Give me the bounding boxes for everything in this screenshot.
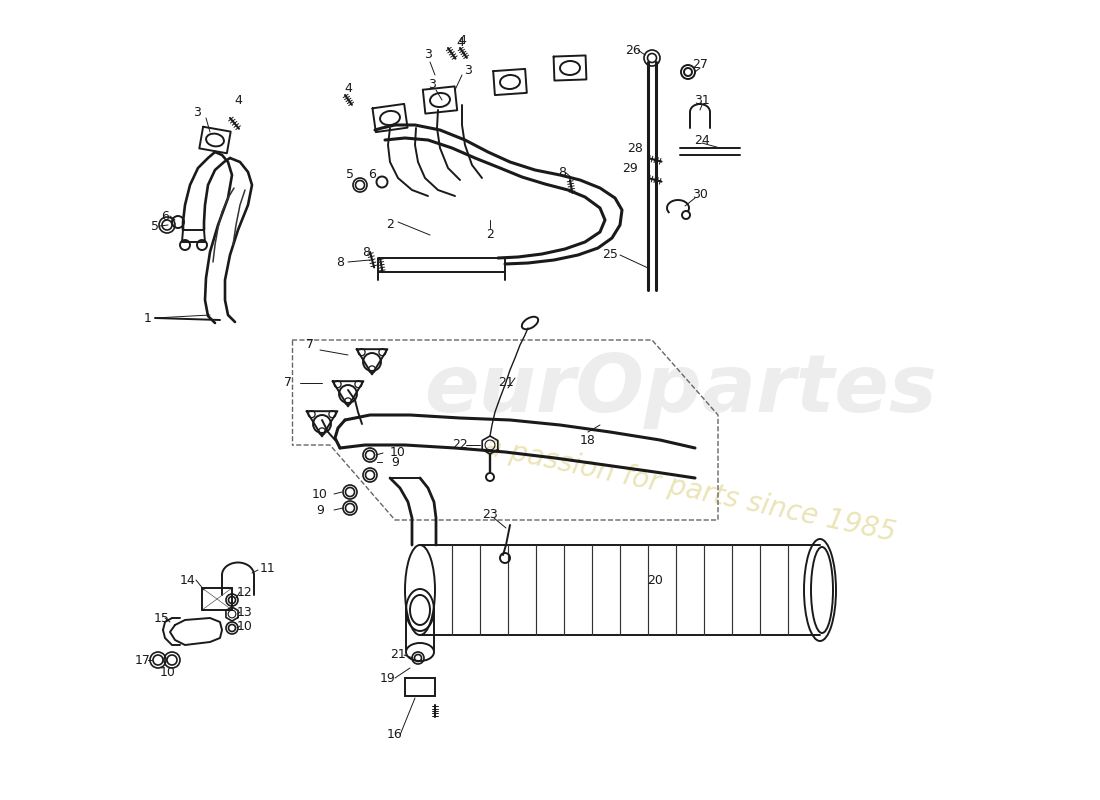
Text: 17: 17: [135, 654, 151, 666]
Text: 7: 7: [306, 338, 313, 351]
Text: 25: 25: [602, 249, 618, 262]
Text: 9: 9: [316, 503, 323, 517]
Text: 19: 19: [381, 671, 396, 685]
Text: 10: 10: [161, 666, 176, 678]
Text: 2: 2: [386, 218, 394, 231]
Text: 3: 3: [464, 63, 472, 77]
Text: 18: 18: [580, 434, 596, 446]
Text: 5: 5: [151, 219, 160, 233]
Text: a passion for parts since 1985: a passion for parts since 1985: [482, 433, 898, 547]
Text: 3: 3: [428, 78, 436, 91]
Text: 15: 15: [154, 611, 169, 625]
Text: 21: 21: [498, 375, 514, 389]
Text: 4: 4: [458, 34, 466, 46]
Text: 5: 5: [346, 169, 354, 182]
Text: 13: 13: [238, 606, 253, 618]
Text: 6: 6: [161, 210, 169, 222]
Text: 20: 20: [647, 574, 663, 586]
Text: 3: 3: [425, 49, 432, 62]
Text: 24: 24: [694, 134, 710, 146]
Text: 1: 1: [144, 311, 152, 325]
Text: 28: 28: [627, 142, 642, 154]
Text: 8: 8: [558, 166, 566, 178]
Text: 27: 27: [692, 58, 708, 71]
Text: 16: 16: [387, 729, 403, 742]
Text: 22: 22: [452, 438, 468, 451]
Text: 7: 7: [284, 375, 292, 389]
Text: 9: 9: [392, 455, 399, 469]
Text: 3: 3: [194, 106, 201, 118]
Text: 8: 8: [362, 246, 370, 258]
Text: 29: 29: [623, 162, 638, 174]
Text: 26: 26: [625, 43, 641, 57]
Text: 6: 6: [368, 169, 376, 182]
Text: 10: 10: [390, 446, 406, 459]
Text: 21: 21: [390, 649, 406, 662]
Text: 30: 30: [692, 189, 708, 202]
Text: 4: 4: [456, 37, 464, 50]
Text: 4: 4: [234, 94, 242, 106]
Text: 10: 10: [312, 487, 328, 501]
Text: 14: 14: [180, 574, 196, 586]
Bar: [202, 588, 232, 610]
Text: 31: 31: [694, 94, 710, 106]
Text: 11: 11: [260, 562, 276, 574]
Text: 23: 23: [482, 509, 498, 522]
Bar: [405, 678, 435, 696]
Text: 2: 2: [486, 229, 494, 242]
Text: 8: 8: [336, 255, 344, 269]
Text: eurOpartes: eurOpartes: [424, 351, 936, 429]
Text: 10: 10: [238, 619, 253, 633]
Text: 12: 12: [238, 586, 253, 598]
Text: 4: 4: [344, 82, 352, 94]
